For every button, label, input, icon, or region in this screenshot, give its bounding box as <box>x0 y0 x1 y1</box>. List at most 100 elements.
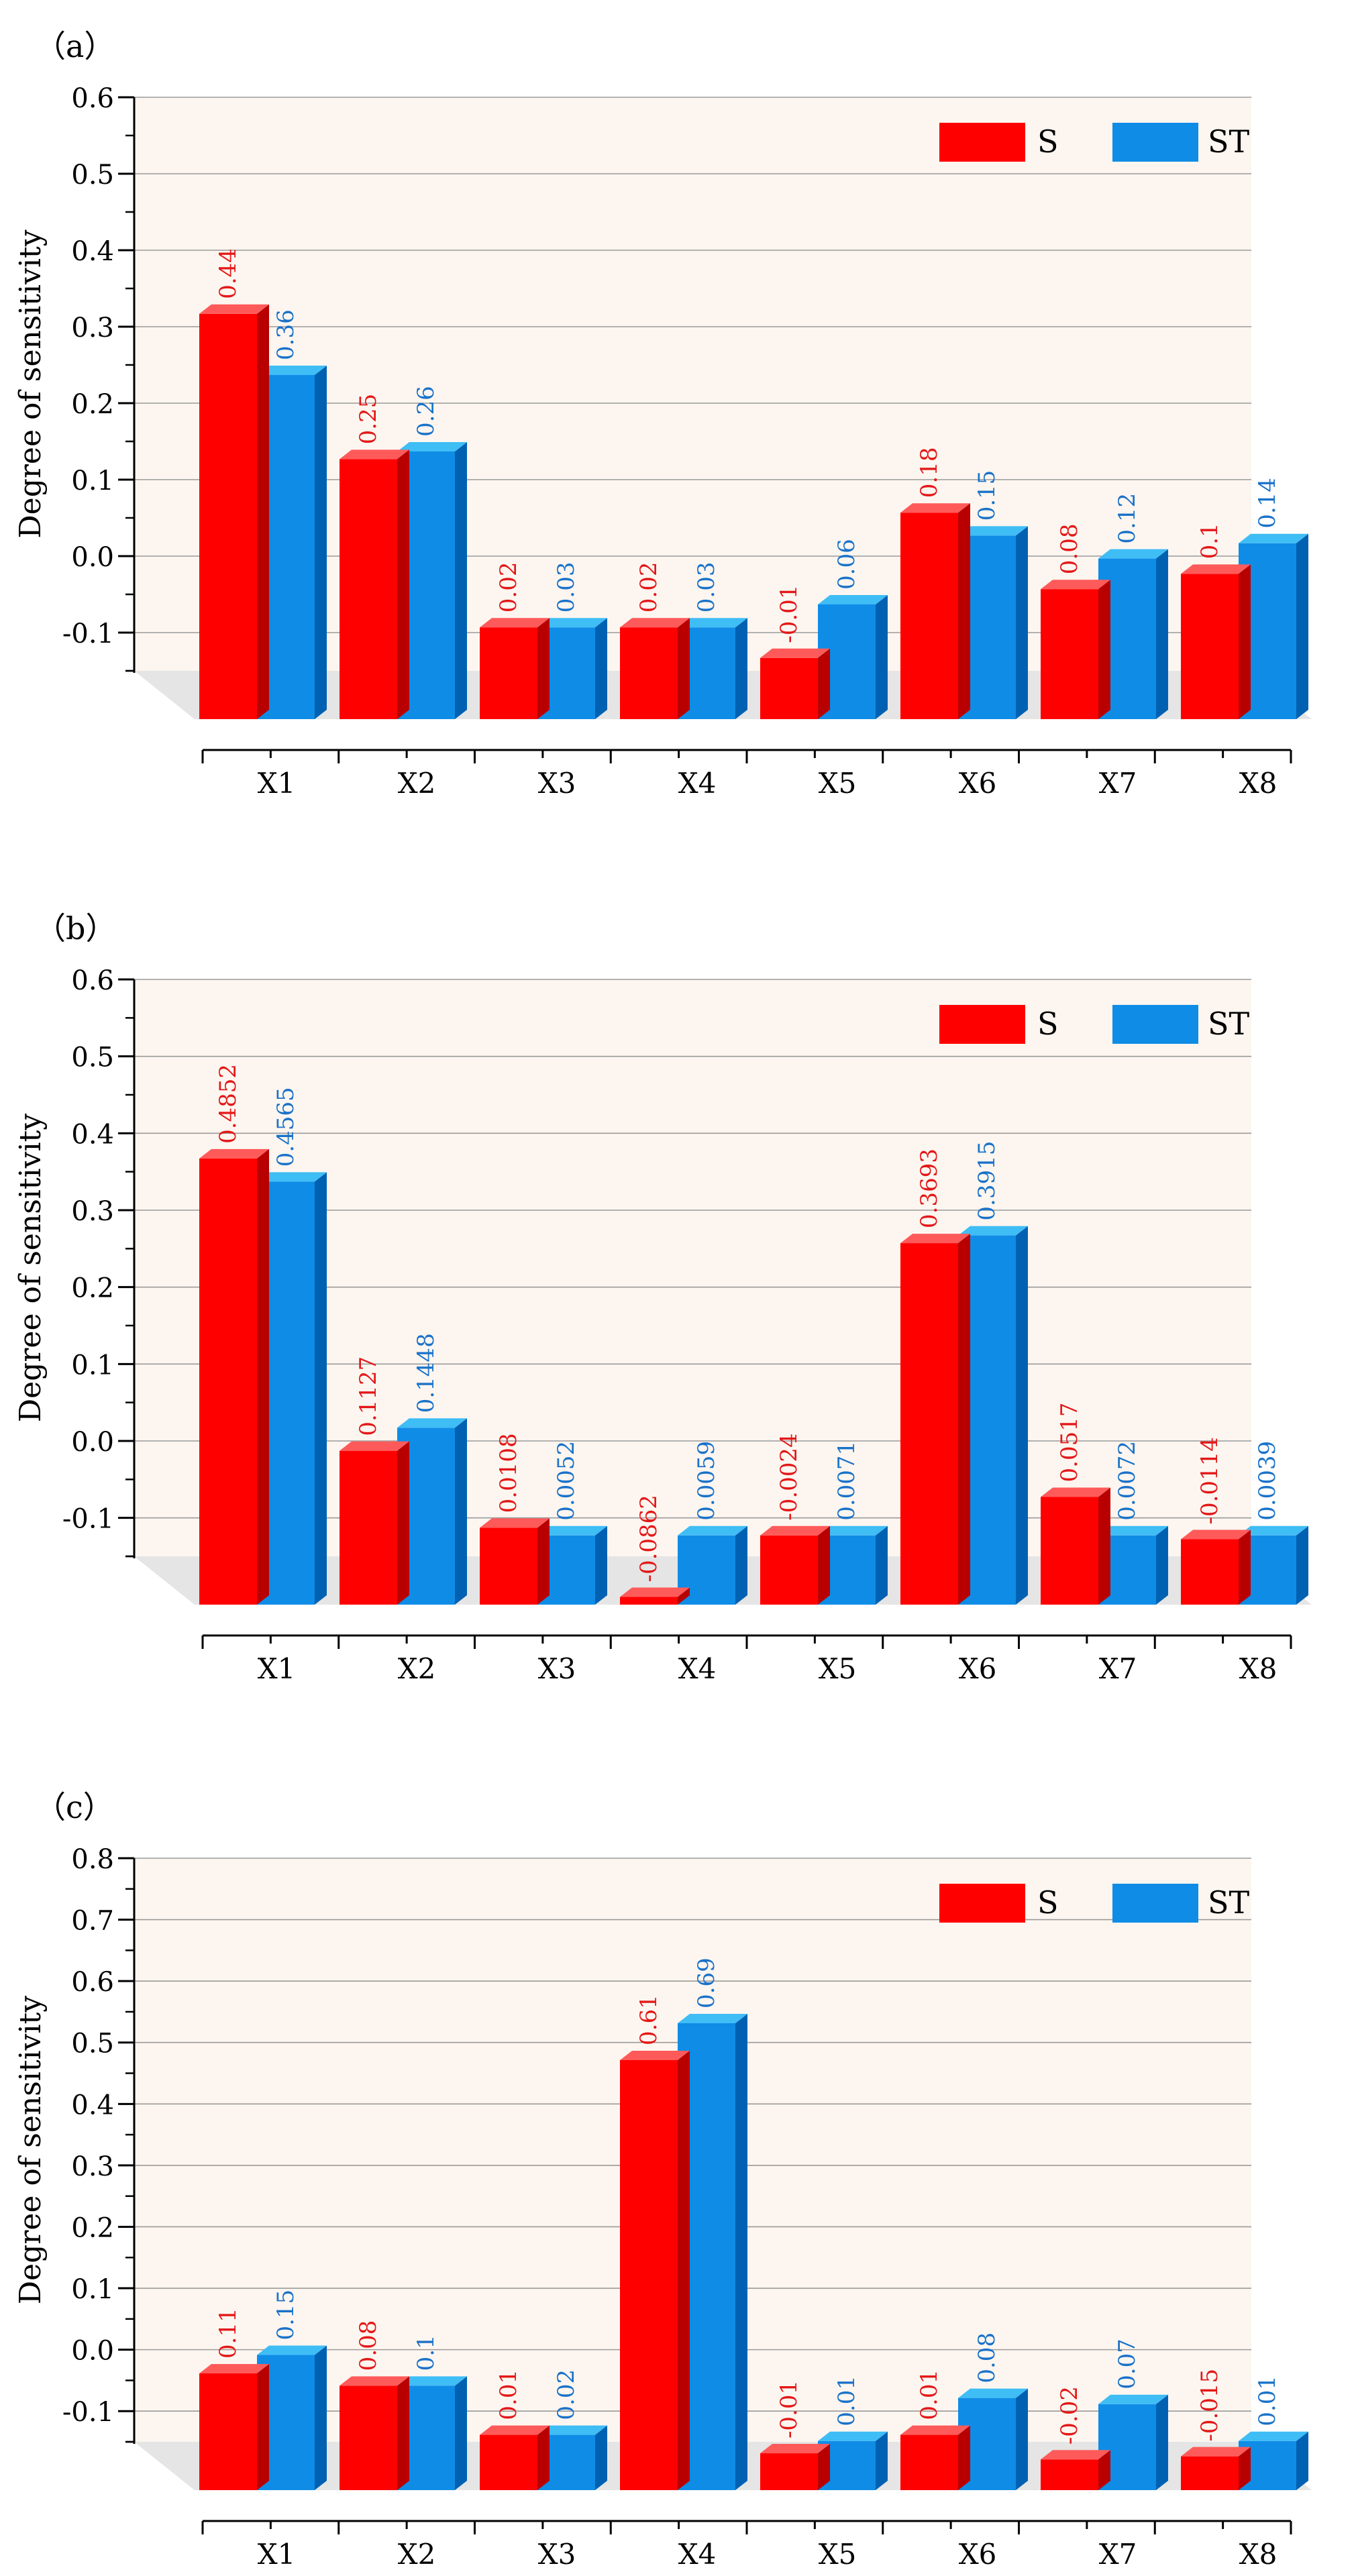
bar-s-x4 <box>620 2050 690 2490</box>
y-tick-label: 0.6 <box>71 83 114 114</box>
data-label-s: 0.4852 <box>215 1064 242 1144</box>
x-tick-label: X3 <box>538 2538 576 2571</box>
bar-s-x6 <box>900 503 970 719</box>
x-tick-label: X8 <box>1239 1652 1277 1685</box>
legend-label-st: ST <box>1208 123 1250 160</box>
bar-st-top <box>1098 1525 1168 1536</box>
bar-s-x8 <box>1181 2447 1251 2490</box>
y-tick-label: 0.2 <box>71 1273 114 1304</box>
bar-s-x1 <box>199 1148 269 1605</box>
bar-s-top <box>199 304 269 314</box>
x-tick-label: X2 <box>398 2538 436 2571</box>
bar-s-top <box>340 1441 409 1451</box>
bar-st-top <box>958 1226 1028 1236</box>
bar-st-top <box>537 618 607 628</box>
bar-s-side <box>257 304 269 719</box>
bar-st-side <box>595 1525 607 1605</box>
bar-st-side <box>876 2431 888 2490</box>
legend-label-st: ST <box>1208 1884 1250 1921</box>
x-tick-label: X8 <box>1239 2538 1277 2571</box>
y-tick-label: -0.1 <box>62 1504 114 1535</box>
bar-st-top <box>397 442 467 451</box>
data-label-s: 0.11 <box>215 2308 242 2359</box>
y-tick-label: 0.5 <box>71 2029 114 2059</box>
bar-s-front <box>199 313 257 719</box>
data-label-st: 0.4565 <box>272 1087 299 1167</box>
data-label-st: 0.1 <box>413 2334 439 2371</box>
bar-s-top <box>760 2444 830 2454</box>
bar-s-top <box>900 503 970 513</box>
bar-st-side <box>595 2425 607 2490</box>
bar-s-x2 <box>340 1441 409 1605</box>
bar-st-top <box>257 2345 327 2355</box>
data-label-st: 0.02 <box>553 2369 580 2420</box>
data-label-st: 0.69 <box>693 1957 720 2008</box>
bar-s-front <box>340 459 397 719</box>
y-tick-label: 0.3 <box>71 1196 114 1227</box>
data-label-s: 0.01 <box>916 2369 943 2420</box>
y-tick-label: 0.0 <box>71 2336 114 2367</box>
bar-st-side <box>1296 1525 1308 1605</box>
chart-panel-a: 0.6 0.5 0.4 0.3 0.2 0.1 0.0 -0.1 Degree of sensi… <box>13 28 1312 800</box>
data-label-s: 0.1 <box>1196 523 1223 559</box>
bar-st-side <box>1156 1525 1168 1605</box>
data-label-s: 0.0108 <box>495 1433 522 1513</box>
x-tick-label: X7 <box>1099 767 1137 800</box>
bar-s-top <box>480 1518 550 1528</box>
x-tick-label: X3 <box>538 767 576 800</box>
bar-s-x8 <box>1181 1529 1251 1605</box>
legend-label-s: S <box>1037 1884 1059 1921</box>
data-label-s: 0.01 <box>495 2369 522 2420</box>
data-label-st: 0.01 <box>1254 2375 1281 2426</box>
legend-label-s: S <box>1037 123 1059 160</box>
data-label-st: 0.1448 <box>413 1333 439 1413</box>
bar-s-front <box>1041 2459 1098 2490</box>
bar-s-x3 <box>480 1518 550 1605</box>
y-tick-label: 0.1 <box>71 1350 114 1381</box>
y-axis-label: Degree of sensitivity <box>13 229 48 538</box>
bar-s-side <box>1239 2447 1251 2490</box>
x-tick-label: X4 <box>678 1652 717 1685</box>
bar-st-top <box>397 2376 467 2386</box>
bar-st-x6 <box>958 2388 1028 2490</box>
legend-label-st: ST <box>1208 1006 1250 1042</box>
legend-swatch-st <box>1112 123 1198 162</box>
bar-s-top <box>340 2376 409 2386</box>
bar-s-side <box>678 2050 690 2490</box>
bar-st-top <box>537 2425 607 2435</box>
data-label-s: 0.08 <box>355 2320 382 2371</box>
x-tick-label: X8 <box>1239 767 1277 800</box>
data-label-s: -0.0114 <box>1196 1437 1223 1524</box>
bar-s-top <box>480 618 550 628</box>
y-tick-label: 0.2 <box>71 2212 114 2243</box>
legend: S ST <box>939 1884 1250 1923</box>
bar-s-x3 <box>480 2425 550 2490</box>
x-tick-label: X5 <box>819 1652 857 1685</box>
y-tick-label: 0.1 <box>71 466 114 496</box>
data-label-st: 0.14 <box>1254 478 1281 529</box>
bar-s-top <box>1181 2447 1251 2457</box>
x-tick-label: X2 <box>398 1652 436 1685</box>
bar-s-side <box>818 2444 830 2490</box>
bar-s-top <box>340 449 409 460</box>
bar-st-top <box>1239 533 1308 543</box>
bar-s-x7 <box>1041 580 1110 719</box>
legend: S ST <box>939 123 1250 162</box>
panel-label: （c） <box>35 1789 114 1825</box>
bar-st-side <box>1016 1226 1028 1605</box>
bar-s-top <box>620 618 690 628</box>
bar-s-front <box>199 2373 257 2490</box>
x-tick-label: X5 <box>819 767 857 800</box>
bar-st-side <box>1016 526 1028 719</box>
bar-s-x4 <box>620 618 690 719</box>
data-label-s: 0.02 <box>495 561 522 612</box>
bar-st-top <box>537 1525 607 1536</box>
bar-s-front <box>760 657 818 719</box>
bar-s-x5 <box>760 648 830 719</box>
bar-s-front <box>760 1535 818 1605</box>
bar-st-top <box>1239 1525 1308 1536</box>
legend-label-s: S <box>1037 1006 1059 1042</box>
y-tick-label: 0.0 <box>71 542 114 573</box>
bar-st-side <box>1296 2431 1308 2490</box>
